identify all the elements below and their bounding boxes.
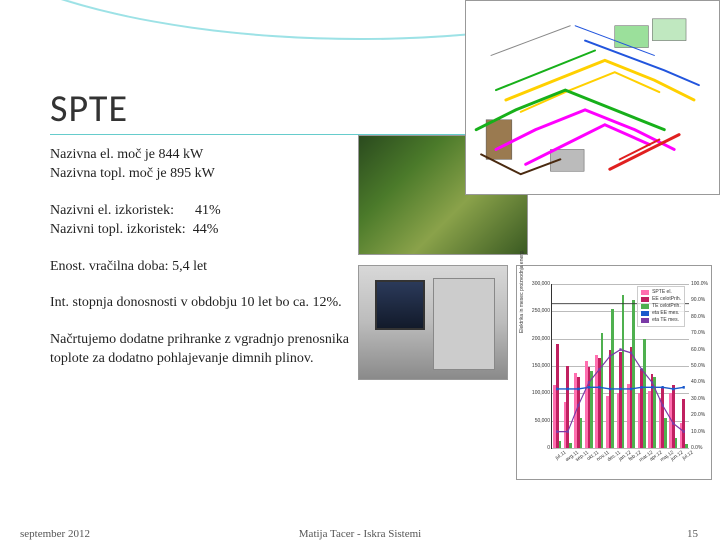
spec-el-power: Nazivna el. moč je 844 kW: [50, 147, 203, 162]
production-chart: Elektrika in mesec proizvodnja energ. 05…: [516, 265, 712, 480]
savings-text: Načrtujemo dodatne prihranke z vgradnjo …: [50, 331, 350, 369]
spec-th-power: Nazivna topl. moč je 895 kW: [50, 166, 215, 181]
control-panel-photo: [358, 265, 508, 380]
piping-diagram: [465, 0, 720, 195]
irr-text: Int. stopnja donosnosti v obdobju 10 let…: [50, 294, 350, 313]
body-text: Nazivna el. moč je 844 kW Nazivna topl. …: [50, 146, 350, 387]
footer-page-number: 15: [687, 528, 698, 540]
footer-author: Matija Tacer - Iskra Sistemi: [0, 528, 720, 540]
chart-legend: SPTE el.EE celotPrih.TE celotPrih.eta EE…: [637, 286, 685, 327]
spec-el-eff: Nazivni el. izkoristek: 41%: [50, 203, 221, 218]
payback-text: Enost. vračilna doba: 5,4 let: [50, 258, 350, 277]
spec-th-eff: Nazivni topl. izkoristek: 44%: [50, 222, 218, 237]
chart-y-axis-label: Elektrika in mesec proizvodnja energ.: [519, 249, 525, 332]
slide-title: SPTE: [50, 86, 128, 132]
